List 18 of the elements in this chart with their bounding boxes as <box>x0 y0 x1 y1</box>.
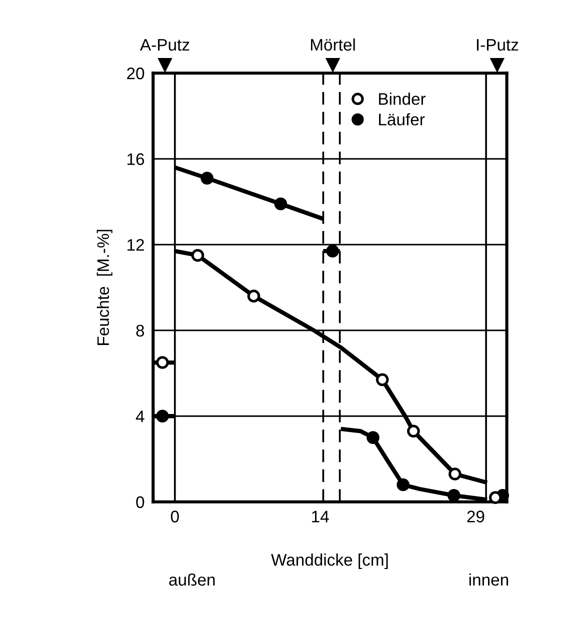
y-tick-label: 12 <box>128 239 144 251</box>
text: innen <box>469 573 508 586</box>
x-tick-label: 0 <box>170 510 179 522</box>
y-tick-label: 0 <box>136 496 144 508</box>
y-tick-label: 4 <box>136 410 144 422</box>
y-axis-title: Feuchte [M.-%] <box>96 230 112 345</box>
y-tick-label: 16 <box>128 153 144 166</box>
legend-label: Läufer <box>379 113 425 126</box>
text: Mörtel <box>311 38 355 51</box>
text: außen <box>169 573 215 586</box>
x-tick-label: 29 <box>467 510 484 522</box>
y-tick-label: 20 <box>127 68 144 80</box>
x-tick-label: 14 <box>312 510 329 522</box>
text: A-Putz <box>140 39 190 51</box>
text: I-Putz <box>476 39 518 51</box>
y-tick-label: 8 <box>136 324 144 337</box>
legend-label: Binder <box>379 92 426 105</box>
x-axis-title: Wanddicke [cm] <box>271 554 388 570</box>
